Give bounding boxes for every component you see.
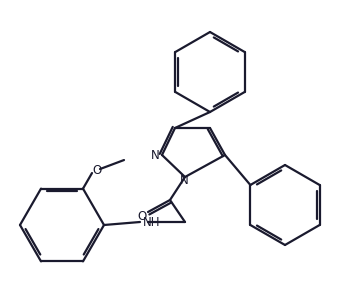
Text: NH: NH	[143, 216, 161, 228]
Text: N: N	[151, 148, 159, 161]
Text: N: N	[180, 173, 188, 186]
Text: O: O	[92, 163, 102, 176]
Text: O: O	[137, 210, 147, 223]
